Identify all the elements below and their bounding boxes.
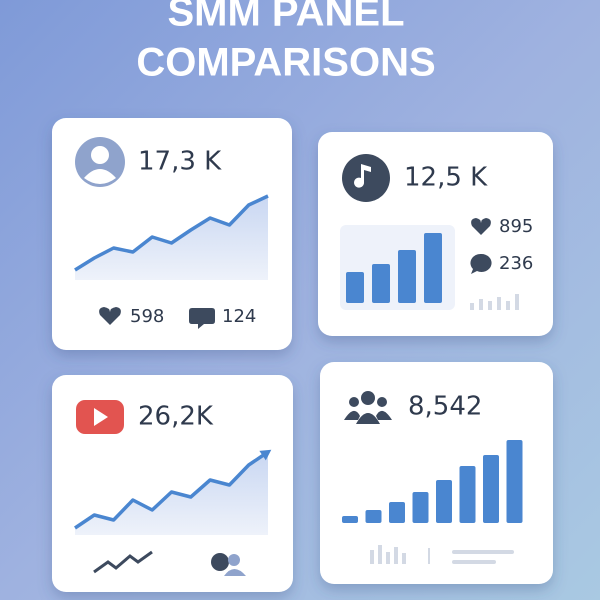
- bar: [389, 502, 405, 523]
- bar: [483, 455, 499, 523]
- stat: 17,3 K: [138, 147, 222, 177]
- bar: [346, 272, 364, 303]
- card: 8,542: [320, 362, 553, 584]
- people-icon: [211, 553, 229, 571]
- bar: [436, 480, 452, 523]
- title-line: SMM PANEL: [167, 0, 404, 35]
- likes: 598: [130, 306, 164, 327]
- card: 17,3 K 598 124: [52, 118, 292, 350]
- bar: [506, 440, 523, 523]
- bar: [342, 516, 358, 523]
- heart-icon: [471, 218, 491, 235]
- area: [75, 196, 268, 280]
- bar: [372, 264, 390, 303]
- arrow-head: [259, 449, 272, 461]
- line: [74, 450, 269, 530]
- music-icon: [342, 154, 390, 202]
- avatar-body: [84, 169, 116, 184]
- comment-icon: [470, 253, 492, 274]
- card: 26,2K: [52, 375, 293, 592]
- play: [94, 408, 108, 426]
- note: [354, 164, 371, 188]
- comment-icon: [189, 308, 215, 329]
- people-icon: [224, 569, 246, 576]
- bar: [398, 250, 416, 303]
- heart-icon: [99, 307, 121, 325]
- stat: 12,5 K: [404, 163, 488, 193]
- decor-bars: [470, 294, 519, 310]
- bar: [459, 466, 476, 523]
- likes: 895: [499, 216, 533, 237]
- comments: 236: [499, 253, 533, 274]
- stat: 26,2K: [138, 402, 214, 432]
- bar: [424, 233, 442, 303]
- line: [74, 194, 269, 272]
- title-line: COMPARISONS: [136, 41, 435, 85]
- avatar-head: [91, 146, 109, 164]
- trend-icon: [93, 550, 153, 574]
- decor: [370, 545, 514, 564]
- group-icon: [344, 391, 392, 424]
- stat: 8,542: [408, 392, 482, 422]
- bar: [365, 510, 382, 523]
- bar: [412, 492, 429, 523]
- people-icon: [228, 554, 240, 566]
- comments: 124: [222, 306, 256, 327]
